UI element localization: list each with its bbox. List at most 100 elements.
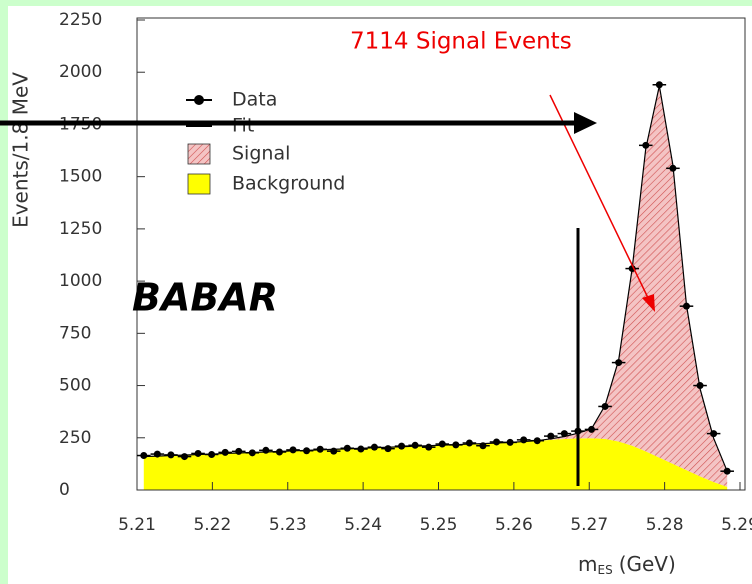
data-dot (479, 442, 487, 450)
data-point (638, 141, 653, 149)
data-dot (506, 438, 514, 446)
x-tick-label: 5.29 (721, 515, 752, 535)
x-tick-label: 5.23 (269, 515, 307, 535)
experiment-label: BABAR (132, 276, 278, 320)
y-tick-label: 2250 (59, 10, 102, 30)
data-dot (642, 141, 650, 149)
data-point (421, 443, 436, 451)
legend-label: Signal (232, 143, 290, 165)
data-dot (696, 382, 704, 390)
data-point (611, 359, 626, 367)
y-tick-label: 250 (59, 428, 91, 448)
data-dot (615, 359, 623, 367)
x-tick-label: 5.27 (570, 515, 608, 535)
x-tick-label: 5.21 (118, 515, 156, 535)
data-dot (194, 449, 202, 457)
data-point (598, 402, 612, 410)
data-point (286, 446, 300, 454)
data-point (259, 446, 273, 454)
data-point (326, 447, 341, 455)
data-dot (547, 432, 555, 440)
data-point (693, 382, 707, 390)
data-dot (601, 402, 609, 410)
legend-symbol (187, 173, 211, 195)
data-dot (208, 450, 216, 458)
y-axis-label: Events/1.8 MeV (9, 72, 33, 228)
x-label-symbol: m (578, 552, 597, 576)
data-point (584, 425, 599, 433)
data-dot (398, 442, 406, 450)
data-point (530, 437, 545, 445)
data-point (666, 164, 680, 172)
data-dot (452, 441, 460, 449)
x-tick-label: 5.24 (344, 515, 382, 535)
x-axis-label: mES (GeV) (578, 552, 676, 577)
data-dot (180, 453, 188, 461)
data-point (231, 447, 246, 455)
data-dot (465, 439, 473, 447)
annotation-arrowhead (642, 294, 655, 312)
x-tick-label: 5.25 (420, 515, 458, 535)
y-tick-label: 500 (59, 376, 91, 396)
data-dot (262, 446, 270, 454)
data-point (462, 439, 477, 447)
data-point (706, 430, 721, 438)
data-dot (438, 440, 446, 448)
data-dot (425, 443, 433, 451)
y-tick-label: 1250 (59, 219, 102, 239)
data-point (367, 443, 382, 451)
data-dot (533, 437, 541, 445)
data-point (449, 441, 463, 449)
annotation-arrow (549, 94, 651, 303)
data-dot (343, 444, 351, 452)
data-point (177, 453, 192, 461)
data-point (476, 442, 490, 450)
data-point (150, 450, 165, 458)
legend-symbol (194, 95, 204, 105)
data-point (354, 445, 368, 453)
data-dot (560, 430, 568, 438)
data-dot (384, 445, 392, 453)
data-point (679, 302, 694, 310)
data-point (191, 449, 205, 457)
y-tick-label: 2000 (59, 62, 102, 82)
signal-area (143, 85, 728, 487)
data-dot (370, 443, 378, 451)
data-point (503, 438, 517, 446)
y-tick-label: 1500 (59, 167, 102, 187)
x-tick-label: 5.22 (193, 515, 231, 535)
plot: 02505007501000125015001750200022505.215.… (59, 10, 752, 535)
pointer-arrowhead (574, 112, 597, 134)
data-dot (588, 425, 596, 433)
data-dot (682, 302, 690, 310)
data-dot (289, 446, 297, 454)
data-dot (303, 447, 311, 455)
data-dot (235, 447, 243, 455)
data-point (516, 436, 531, 444)
legend-symbol (187, 143, 211, 165)
data-point (408, 441, 422, 449)
data-point (299, 447, 314, 455)
y-tick-label: 750 (59, 323, 91, 343)
data-point (245, 449, 260, 457)
x-label-subscript: ES (597, 563, 612, 577)
legend-label: Background (232, 173, 345, 195)
data-dot (655, 81, 663, 89)
data-dot (316, 445, 324, 453)
data-point (720, 467, 734, 475)
data-point (137, 452, 151, 460)
plot-frame (136, 17, 746, 491)
data-dot (140, 452, 148, 460)
data-dot (357, 445, 365, 453)
data-point (394, 442, 409, 450)
data-dot (221, 448, 229, 456)
annotation: 7114 Signal Events (350, 29, 572, 55)
data-dot (330, 447, 338, 455)
data-dot (167, 451, 175, 459)
data-point (489, 438, 504, 446)
data-point (544, 432, 558, 440)
data-dot (520, 436, 528, 444)
data-point (557, 430, 572, 438)
data-point (652, 81, 667, 89)
